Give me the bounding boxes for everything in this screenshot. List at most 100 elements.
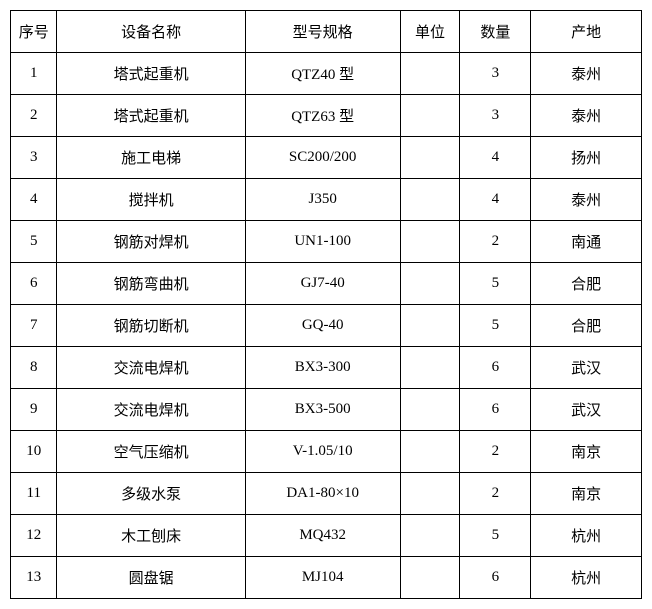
table-row: 1 塔式起重机 QTZ40 型 3 泰州	[11, 53, 642, 95]
cell-name: 多级水泵	[57, 473, 245, 515]
cell-unit	[400, 389, 460, 431]
cell-qty: 2	[460, 473, 531, 515]
cell-unit	[400, 473, 460, 515]
cell-qty: 3	[460, 53, 531, 95]
cell-unit	[400, 53, 460, 95]
cell-qty: 6	[460, 557, 531, 599]
cell-unit	[400, 557, 460, 599]
cell-qty: 3	[460, 95, 531, 137]
cell-origin: 南通	[531, 221, 642, 263]
col-header-idx: 序号	[11, 11, 57, 53]
table-body: 1 塔式起重机 QTZ40 型 3 泰州 2 塔式起重机 QTZ63 型 3 泰…	[11, 53, 642, 599]
cell-model: QTZ63 型	[245, 95, 400, 137]
cell-model: BX3-300	[245, 347, 400, 389]
cell-idx: 13	[11, 557, 57, 599]
table-row: 4 搅拌机 J350 4 泰州	[11, 179, 642, 221]
cell-idx: 2	[11, 95, 57, 137]
cell-qty: 2	[460, 221, 531, 263]
cell-idx: 3	[11, 137, 57, 179]
cell-origin: 杭州	[531, 515, 642, 557]
cell-unit	[400, 515, 460, 557]
cell-name: 搅拌机	[57, 179, 245, 221]
cell-origin: 南京	[531, 431, 642, 473]
cell-idx: 6	[11, 263, 57, 305]
cell-origin: 武汉	[531, 347, 642, 389]
table-row: 5 钢筋对焊机 UN1-100 2 南通	[11, 221, 642, 263]
cell-name: 钢筋对焊机	[57, 221, 245, 263]
cell-qty: 4	[460, 179, 531, 221]
table-row: 11 多级水泵 DA1-80×10 2 南京	[11, 473, 642, 515]
cell-idx: 5	[11, 221, 57, 263]
cell-name: 塔式起重机	[57, 53, 245, 95]
table-header-row: 序号 设备名称 型号规格 单位 数量 产地	[11, 11, 642, 53]
cell-unit	[400, 95, 460, 137]
cell-idx: 10	[11, 431, 57, 473]
cell-model: J350	[245, 179, 400, 221]
cell-qty: 2	[460, 431, 531, 473]
cell-qty: 4	[460, 137, 531, 179]
cell-model: GQ-40	[245, 305, 400, 347]
col-header-origin: 产地	[531, 11, 642, 53]
cell-idx: 12	[11, 515, 57, 557]
cell-origin: 扬州	[531, 137, 642, 179]
cell-idx: 1	[11, 53, 57, 95]
cell-origin: 泰州	[531, 53, 642, 95]
cell-name: 钢筋弯曲机	[57, 263, 245, 305]
cell-origin: 杭州	[531, 557, 642, 599]
table-row: 7 钢筋切断机 GQ-40 5 合肥	[11, 305, 642, 347]
cell-origin: 南京	[531, 473, 642, 515]
cell-idx: 8	[11, 347, 57, 389]
cell-name: 施工电梯	[57, 137, 245, 179]
cell-unit	[400, 347, 460, 389]
cell-model: UN1-100	[245, 221, 400, 263]
cell-name: 钢筋切断机	[57, 305, 245, 347]
equipment-table: 序号 设备名称 型号规格 单位 数量 产地 1 塔式起重机 QTZ40 型 3 …	[10, 10, 642, 599]
cell-unit	[400, 221, 460, 263]
col-header-unit: 单位	[400, 11, 460, 53]
cell-name: 交流电焊机	[57, 389, 245, 431]
cell-origin: 武汉	[531, 389, 642, 431]
table-row: 3 施工电梯 SC200/200 4 扬州	[11, 137, 642, 179]
cell-name: 圆盘锯	[57, 557, 245, 599]
cell-origin: 泰州	[531, 95, 642, 137]
cell-model: DA1-80×10	[245, 473, 400, 515]
cell-name: 塔式起重机	[57, 95, 245, 137]
cell-model: V-1.05/10	[245, 431, 400, 473]
cell-unit	[400, 263, 460, 305]
cell-unit	[400, 179, 460, 221]
cell-model: BX3-500	[245, 389, 400, 431]
cell-qty: 5	[460, 263, 531, 305]
cell-idx: 9	[11, 389, 57, 431]
cell-idx: 7	[11, 305, 57, 347]
cell-name: 交流电焊机	[57, 347, 245, 389]
cell-unit	[400, 137, 460, 179]
cell-qty: 6	[460, 389, 531, 431]
cell-qty: 6	[460, 347, 531, 389]
cell-origin: 泰州	[531, 179, 642, 221]
cell-qty: 5	[460, 305, 531, 347]
table-row: 2 塔式起重机 QTZ63 型 3 泰州	[11, 95, 642, 137]
cell-origin: 合肥	[531, 305, 642, 347]
cell-model: SC200/200	[245, 137, 400, 179]
table-row: 9 交流电焊机 BX3-500 6 武汉	[11, 389, 642, 431]
cell-qty: 5	[460, 515, 531, 557]
cell-unit	[400, 305, 460, 347]
cell-unit	[400, 431, 460, 473]
cell-idx: 11	[11, 473, 57, 515]
cell-name: 木工刨床	[57, 515, 245, 557]
cell-idx: 4	[11, 179, 57, 221]
cell-model: MJ104	[245, 557, 400, 599]
table-row: 8 交流电焊机 BX3-300 6 武汉	[11, 347, 642, 389]
table-row: 12 木工刨床 MQ432 5 杭州	[11, 515, 642, 557]
cell-origin: 合肥	[531, 263, 642, 305]
col-header-model: 型号规格	[245, 11, 400, 53]
cell-model: MQ432	[245, 515, 400, 557]
cell-name: 空气压缩机	[57, 431, 245, 473]
col-header-name: 设备名称	[57, 11, 245, 53]
cell-model: GJ7-40	[245, 263, 400, 305]
cell-model: QTZ40 型	[245, 53, 400, 95]
table-row: 10 空气压缩机 V-1.05/10 2 南京	[11, 431, 642, 473]
col-header-qty: 数量	[460, 11, 531, 53]
table-row: 6 钢筋弯曲机 GJ7-40 5 合肥	[11, 263, 642, 305]
table-row: 13 圆盘锯 MJ104 6 杭州	[11, 557, 642, 599]
